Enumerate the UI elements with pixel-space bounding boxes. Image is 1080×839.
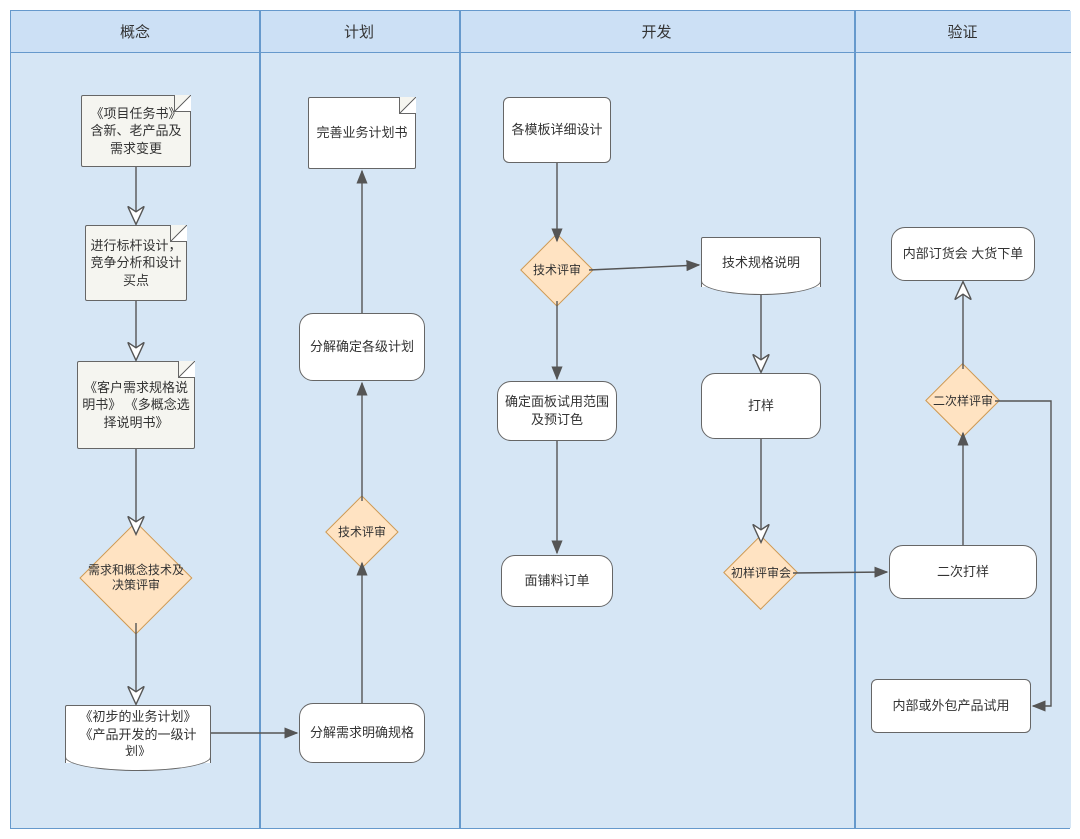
lane-header-dev: 开发 [459,11,854,53]
doc-customer-spec: 《客户需求规格说明书》 《多概念选择说明书》 [77,361,195,449]
node-label: 各模板详细设计 [511,121,602,139]
lane-header-concept: 概念 [11,11,259,53]
decision-plan-tech-review: 技术评审 [325,495,399,569]
node-label: 分解确定各级计划 [310,338,414,356]
process-internal-order: 内部订货会 大货下单 [891,227,1035,281]
node-label: 确定面板试用范围及预订色 [502,393,612,428]
process-decompose-req: 分解需求明确规格 [299,703,425,763]
doc-benchmark-design: 进行标杆设计，竞争分析和设计买点 [85,225,187,301]
decision-second-review: 二次样评审 [925,363,1001,439]
node-label: 二次样评审 [927,394,999,409]
lane-label: 开发 [641,21,671,42]
lane-divider [459,11,461,828]
lane-label: 验证 [947,21,977,42]
node-label: 技术评审 [527,263,587,278]
lane-label: 概念 [120,21,150,42]
node-label: 《客户需求规格说明书》 《多概念选择说明书》 [82,379,190,432]
decision-dev-tech-review: 技术评审 [520,233,594,307]
lane-divider [259,11,261,828]
doc-project-task: 《项目任务书》含新、老产品及需求变更 [81,95,191,167]
decision-concept-review: 需求和概念技术及决策评审 [79,521,193,635]
swimlane-diagram: 概念 计划 开发 验证 《项目任务书》含新、老产品及需求变更 进行标杆设计，竞争… [10,10,1070,829]
doc-biz-plan: 完善业务计划书 [308,97,416,169]
process-decompose-plan: 分解确定各级计划 [299,313,425,381]
node-label: 需求和概念技术及决策评审 [79,563,193,593]
node-label: 初样评审会 [725,566,797,581]
process-template-design: 各模板详细设计 [503,97,611,163]
node-label: 分解需求明确规格 [310,724,414,742]
doc-tech-spec: 技术规格说明 [701,237,821,287]
process-sample: 打样 [701,373,821,439]
lane-header-plan: 计划 [259,11,459,53]
lane-divider [854,11,856,828]
node-label: 打样 [748,397,774,415]
process-panel-trial: 确定面板试用范围及预订色 [497,381,617,441]
node-label: 《项目任务书》含新、老产品及需求变更 [86,105,186,158]
node-label: 内部或外包产品试用 [892,697,1009,715]
node-label: 内部订货会 大货下单 [903,245,1024,263]
node-label: 面铺料订单 [524,572,589,590]
decision-first-sample-review: 初样评审会 [723,535,799,611]
node-label: 《初步的业务计划》 《产品开发的一级计划》 [70,708,206,761]
node-label: 技术规格说明 [722,254,800,272]
lane-header-verify: 验证 [854,11,1071,53]
node-label: 进行标杆设计，竞争分析和设计买点 [90,237,182,290]
node-label: 二次打样 [937,563,989,581]
node-label: 技术评审 [332,525,392,540]
node-label: 完善业务计划书 [316,124,407,142]
process-second-sample: 二次打样 [889,545,1037,599]
doc-prelim-plan: 《初步的业务计划》 《产品开发的一级计划》 [65,705,211,763]
lane-label: 计划 [344,21,374,42]
process-fabric-order: 面铺料订单 [501,555,613,607]
process-product-trial: 内部或外包产品试用 [871,679,1031,733]
